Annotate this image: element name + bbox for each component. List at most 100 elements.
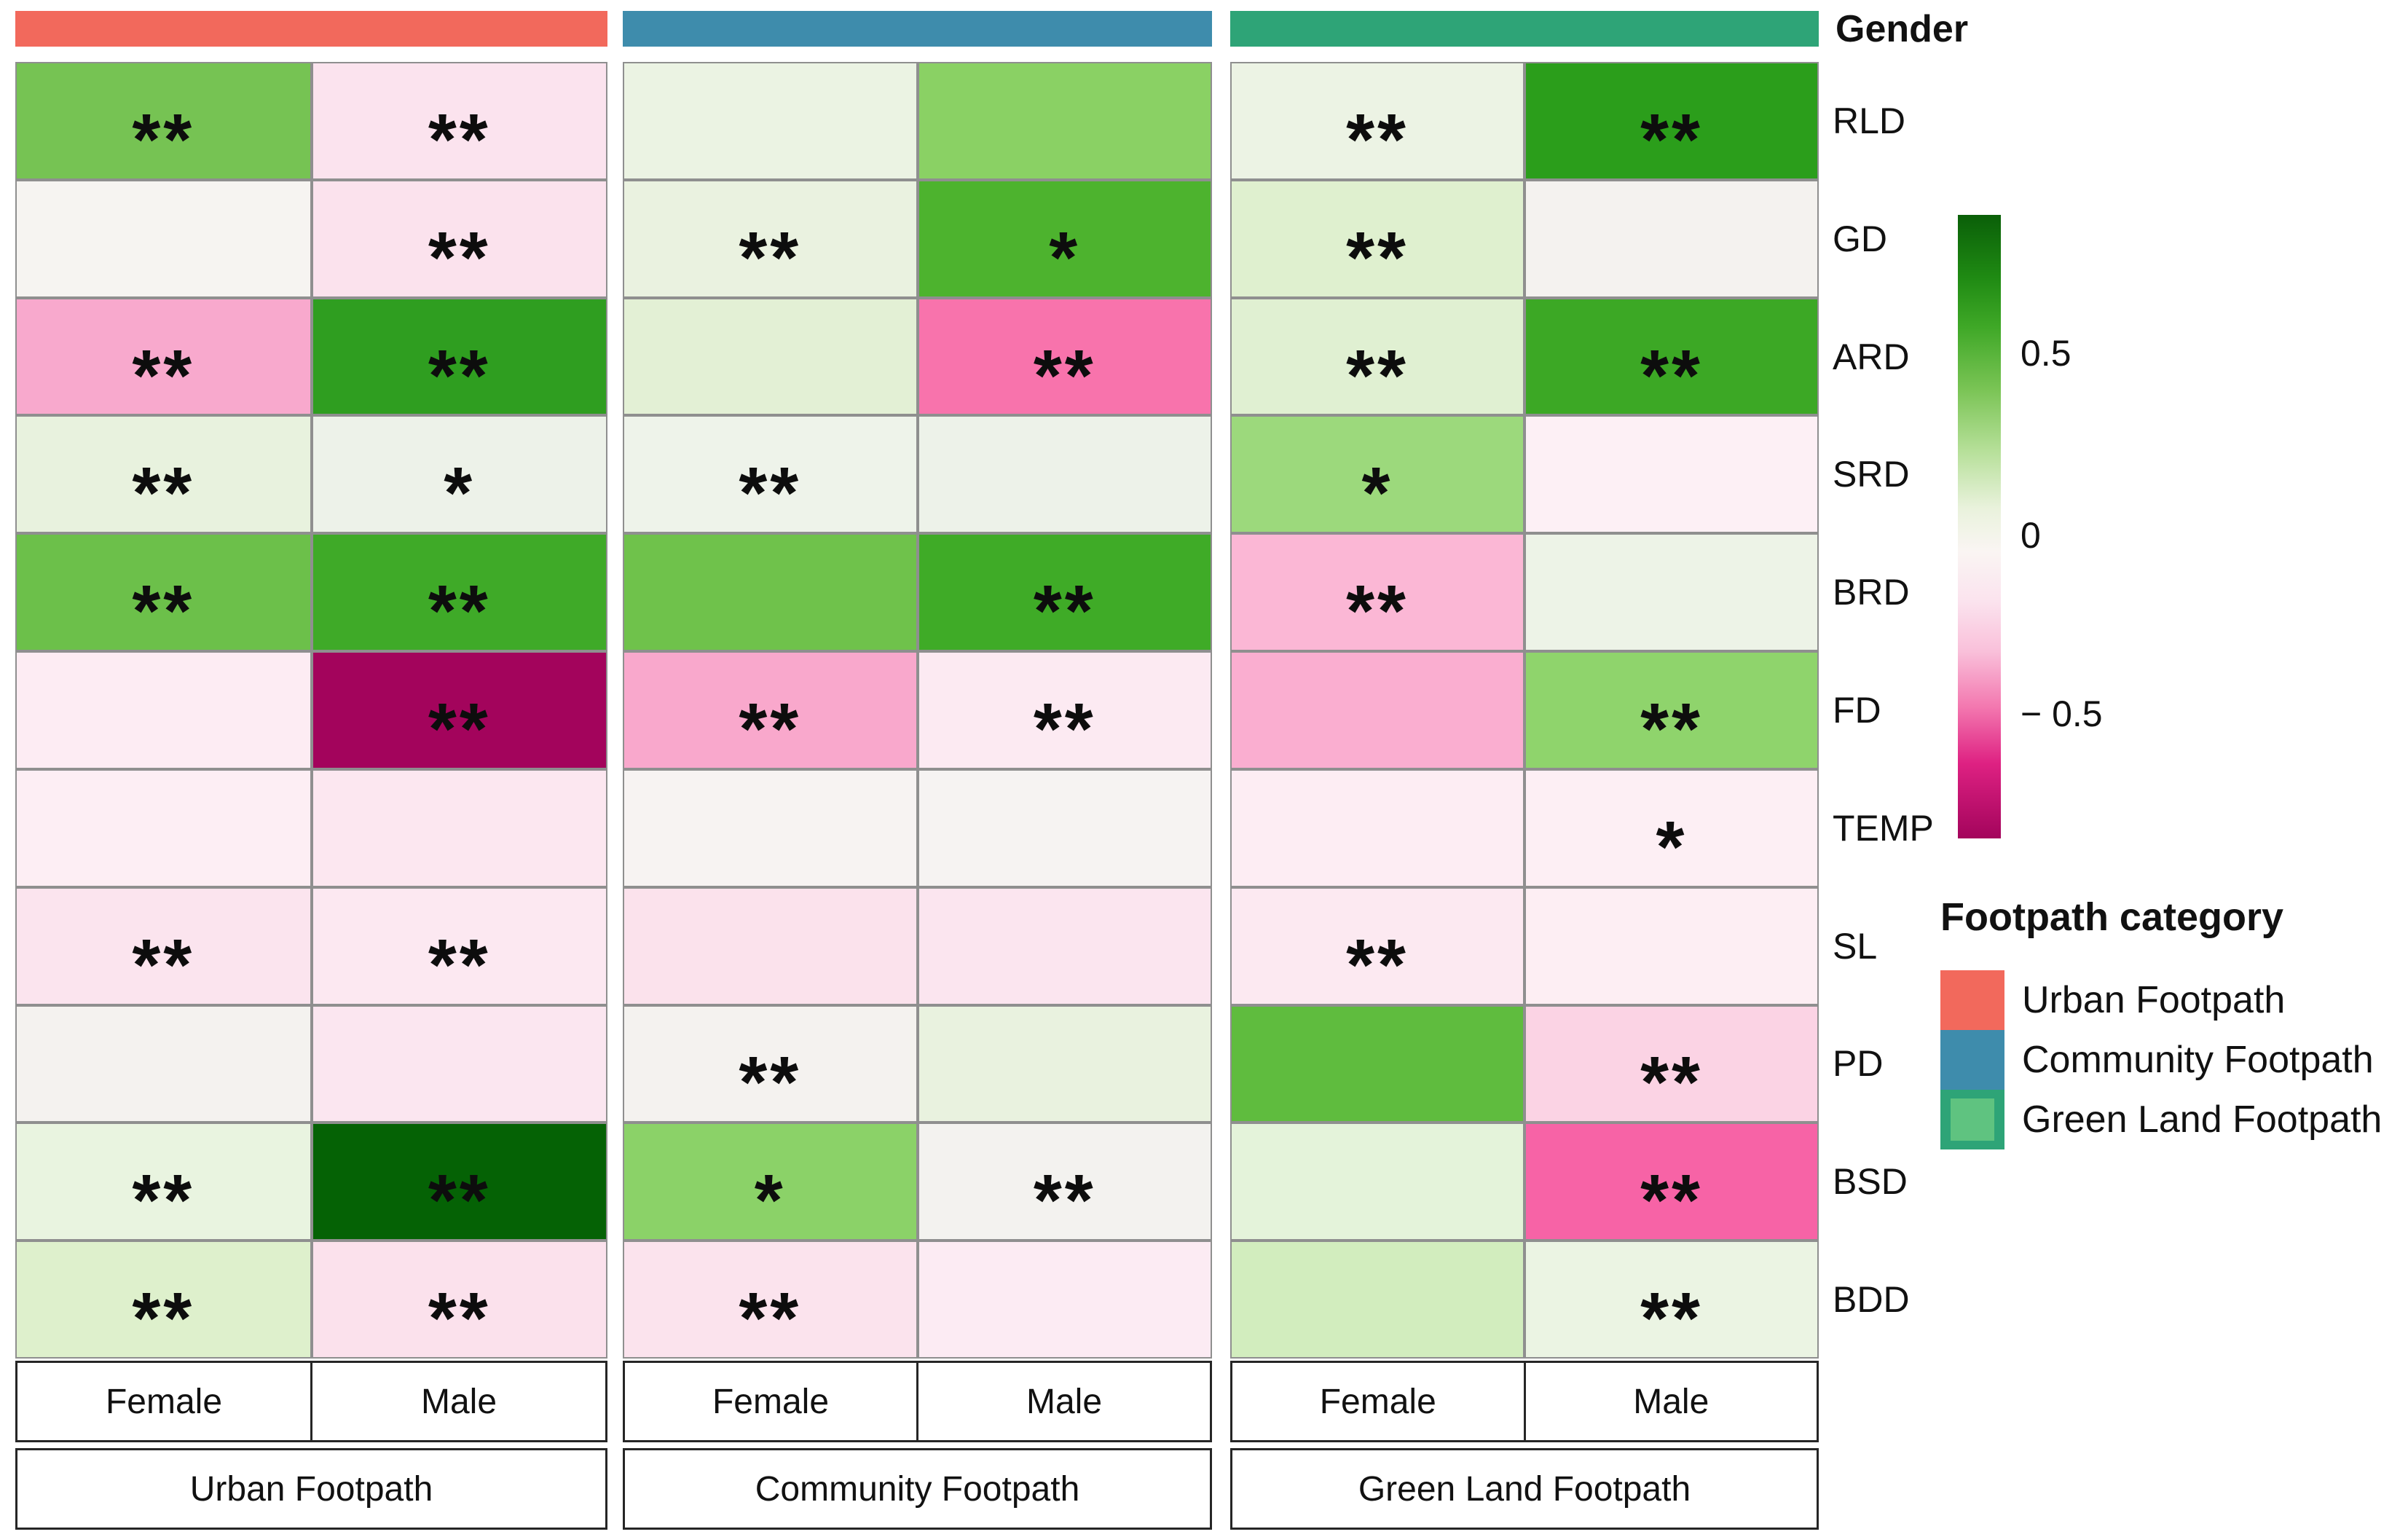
- gender-band-title: Gender: [1835, 8, 1969, 50]
- gender-band-urban: [15, 11, 607, 47]
- row-label-brd: BRD: [1833, 572, 1910, 613]
- heatmap-cell-community-footpath-male-sl: [917, 887, 1212, 1005]
- row-label-bsd: BSD: [1833, 1161, 1908, 1203]
- colorbar-tick-neg05: − 0.5: [2021, 693, 2103, 734]
- heatmap-cell-green-land-footpath-female-bsd: [1230, 1123, 1524, 1241]
- heatmap-cell-urban-footpath-male-bdd: **: [311, 1241, 607, 1359]
- heatmap-cell-community-footpath-male-bsd: **: [917, 1123, 1212, 1241]
- heatmap-cell-community-footpath-male-bdd: [917, 1241, 1212, 1359]
- row-label-bdd: BDD: [1833, 1279, 1910, 1321]
- panel-name-greenland: Green Land Footpath: [1230, 1448, 1819, 1530]
- column-label-female: Female: [1232, 1363, 1526, 1440]
- row-label-pd: PD: [1833, 1043, 1884, 1085]
- heatmap-cell-community-footpath-female-fd: **: [623, 651, 918, 769]
- heatmap-cell-urban-footpath-female-gd: [15, 179, 312, 298]
- heatmap-panel-greenland: ** ** ** ** ** * ** ** * ** ** ** **: [1230, 62, 1819, 1359]
- heatmap-cell-urban-footpath-male-sl: **: [311, 887, 607, 1005]
- row-label-gd: GD: [1833, 218, 1887, 259]
- heatmap-cell-community-footpath-female-temp: [623, 768, 918, 887]
- heatmap-cell-community-footpath-female-gd: **: [623, 179, 918, 298]
- heatmap-cell-green-land-footpath-female-fd: [1230, 651, 1524, 769]
- row-label-temp: TEMP: [1833, 807, 1934, 849]
- heatmap-cell-urban-footpath-male-bsd: **: [311, 1123, 607, 1241]
- heatmap-cell-urban-footpath-male-brd: **: [311, 533, 607, 652]
- heatmap-cell-green-land-footpath-male-ard: **: [1524, 297, 1819, 416]
- heatmap-cell-urban-footpath-female-ard: **: [15, 297, 312, 416]
- heatmap-cell-green-land-footpath-female-temp: [1230, 768, 1524, 887]
- column-label-male: Male: [1633, 1382, 1709, 1421]
- heatmap-cell-urban-footpath-male-fd: **: [311, 651, 607, 769]
- legend-swatch-urban: [1940, 970, 2004, 1030]
- heatmap-cell-green-land-footpath-female-brd: **: [1230, 533, 1524, 652]
- legend-label-community: Community Footpath: [2022, 1039, 2374, 1081]
- heatmap-cell-urban-footpath-female-bsd: **: [15, 1123, 312, 1241]
- heatmap-cell-urban-footpath-male-rld: **: [311, 62, 607, 180]
- heatmap-cell-green-land-footpath-female-sl: **: [1230, 887, 1524, 1005]
- legend-swatch-greenland: [1940, 1090, 2004, 1149]
- gender-band-community: [623, 11, 1212, 47]
- heatmap-cell-green-land-footpath-male-pd: **: [1524, 1005, 1819, 1123]
- row-label-rld: RLD: [1833, 100, 1906, 141]
- legend-swatch-community: [1940, 1030, 2004, 1090]
- colorbar-tick-zero: 0: [2021, 515, 2041, 556]
- heatmap-cell-green-land-footpath-male-bdd: **: [1524, 1241, 1819, 1359]
- heatmap-cell-community-footpath-female-pd: **: [623, 1005, 918, 1123]
- row-label-fd: FD: [1833, 689, 1881, 731]
- heatmap-cell-green-land-footpath-male-rld: **: [1524, 62, 1819, 180]
- heatmap-cell-community-footpath-female-bdd: **: [623, 1241, 918, 1359]
- row-label-srd: SRD: [1833, 454, 1910, 495]
- correlation-colorbar: [1958, 215, 2001, 838]
- heatmap-cell-green-land-footpath-male-bsd: **: [1524, 1123, 1819, 1241]
- heatmap-cell-urban-footpath-female-srd: **: [15, 415, 312, 534]
- colorbar-tick-pos05: 0.5: [2021, 333, 2071, 374]
- heatmap-cell-urban-footpath-female-temp: [15, 768, 312, 887]
- heatmap-cell-community-footpath-female-rld: [623, 62, 918, 180]
- gender-header-row-urban: Female Male: [15, 1361, 607, 1442]
- heatmap-cell-urban-footpath-female-brd: **: [15, 533, 312, 652]
- heatmap-panel-community: ** * ** ** ** ** ** ** * ** **: [623, 62, 1212, 1359]
- row-labels: RLD GD ARD SRD BRD FD TEMP SL PD BSD BDD: [1833, 62, 2022, 1359]
- heatmap-cell-green-land-footpath-male-sl: [1524, 887, 1819, 1005]
- heatmap-cell-green-land-footpath-male-temp: *: [1524, 768, 1819, 887]
- heatmap-cell-green-land-footpath-male-srd: [1524, 415, 1819, 534]
- footpath-legend-title: Footpath category: [1940, 895, 2284, 939]
- heatmap-cell-urban-footpath-female-sl: **: [15, 887, 312, 1005]
- heatmap-cell-green-land-footpath-male-brd: [1524, 533, 1819, 652]
- gender-header-row-community: Female Male: [623, 1361, 1212, 1442]
- panel-name-urban: Urban Footpath: [15, 1448, 607, 1530]
- heatmap-cell-community-footpath-male-brd: **: [917, 533, 1212, 652]
- heatmap-panel-urban: ** ** ** ** ** ** * ** ** ** ** ** ** ** ** **: [15, 62, 607, 1359]
- heatmap-cell-community-footpath-female-brd: [623, 533, 918, 652]
- column-label-female: Female: [625, 1363, 918, 1440]
- column-label-female: Female: [17, 1363, 312, 1440]
- column-label-male: Male: [1026, 1382, 1103, 1421]
- heatmap-cell-community-footpath-female-srd: **: [623, 415, 918, 534]
- column-label-male: Male: [420, 1382, 497, 1421]
- heatmap-cell-green-land-footpath-female-bdd: [1230, 1241, 1524, 1359]
- heatmap-cell-green-land-footpath-female-srd: *: [1230, 415, 1524, 534]
- heatmap-cell-urban-footpath-female-bdd: **: [15, 1241, 312, 1359]
- heatmap-cell-green-land-footpath-female-ard: **: [1230, 297, 1524, 416]
- heatmap-cell-urban-footpath-male-pd: [311, 1005, 607, 1123]
- heatmap-cell-community-footpath-female-ard: [623, 297, 918, 416]
- heatmap-cell-community-footpath-male-srd: [917, 415, 1212, 534]
- heatmap-cell-green-land-footpath-female-pd: [1230, 1005, 1524, 1123]
- heatmap-cell-community-footpath-male-fd: **: [917, 651, 1212, 769]
- heatmap-cell-community-footpath-male-rld: [917, 62, 1212, 180]
- gender-header-row-greenland: Female Male: [1230, 1361, 1819, 1442]
- heatmap-cell-community-footpath-male-ard: **: [917, 297, 1212, 416]
- heatmap-cell-green-land-footpath-male-gd: [1524, 179, 1819, 298]
- row-label-sl: SL: [1833, 925, 1878, 967]
- legend-label-urban: Urban Footpath: [2022, 979, 2286, 1021]
- heatmap-cell-green-land-footpath-male-fd: **: [1524, 651, 1819, 769]
- heatmap-cell-urban-footpath-female-rld: **: [15, 62, 312, 180]
- heatmap-cell-community-footpath-male-temp: [917, 768, 1212, 887]
- legend-label-greenland: Green Land Footpath: [2022, 1098, 2383, 1141]
- heatmap-cell-urban-footpath-male-ard: **: [311, 297, 607, 416]
- heatmap-cell-green-land-footpath-female-gd: **: [1230, 179, 1524, 298]
- heatmap-cell-community-footpath-female-bsd: *: [623, 1123, 918, 1241]
- heatmap-cell-urban-footpath-female-fd: [15, 651, 312, 769]
- heatmap-cell-urban-footpath-male-temp: [311, 768, 607, 887]
- heatmap-cell-community-footpath-male-gd: *: [917, 179, 1212, 298]
